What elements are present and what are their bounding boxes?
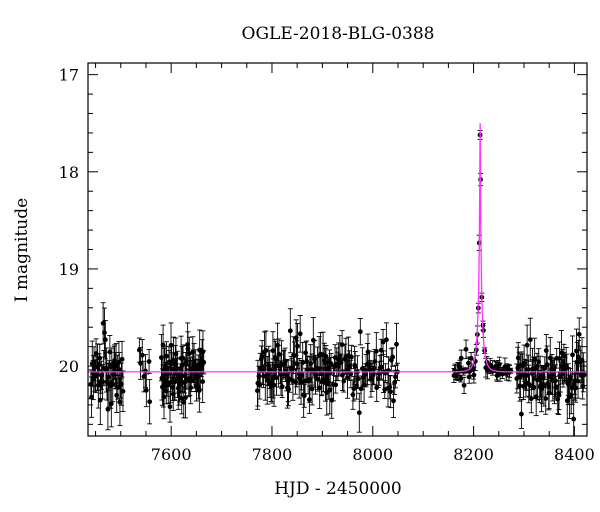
- data-point-378: [527, 373, 533, 397]
- x-tick-label-1: 7800: [252, 445, 293, 464]
- data-point-314: [463, 339, 469, 360]
- data-point-47: [120, 370, 126, 413]
- y-axis-label: I magnitude: [12, 198, 32, 302]
- data-point-50: [139, 339, 145, 372]
- data-point-444: [576, 317, 582, 352]
- y-tick-label-2: 19: [59, 260, 79, 279]
- data-point-40: [115, 375, 121, 400]
- data-point-157: [271, 363, 277, 407]
- data-point-367: [518, 399, 524, 429]
- data-point-25: [105, 388, 111, 431]
- data-point-285: [380, 328, 386, 356]
- data-point-293: [388, 375, 394, 409]
- data-point-204: [309, 372, 315, 406]
- x-axis-label: HJD - 2450000: [274, 479, 402, 499]
- data-point-312: [461, 376, 467, 394]
- data-point-261: [356, 392, 362, 433]
- model-curve: [88, 123, 587, 373]
- x-tick-label-3: 8200: [453, 445, 494, 464]
- data-point-309: [458, 349, 464, 367]
- data-point-299: [394, 322, 400, 366]
- x-tick-label-4: 8400: [554, 445, 595, 464]
- data-point-296: [391, 383, 397, 418]
- y-tick-label-3: 20: [59, 357, 79, 376]
- x-tick-label-0: 7600: [151, 445, 192, 464]
- data-points: [88, 129, 587, 436]
- data-point-298: [392, 365, 398, 389]
- y-tick-label-0: 17: [59, 66, 79, 85]
- data-point-379: [527, 317, 533, 362]
- data-point-289: [383, 322, 389, 358]
- data-point-435: [570, 335, 576, 375]
- data-point-232: [328, 352, 334, 375]
- axis-ticks: [88, 63, 587, 436]
- data-point-30: [108, 380, 114, 428]
- y-tick-label-1: 18: [59, 163, 79, 182]
- axis-tick-labels: 7600 7800 8000 8200 8400 17 18 19 20: [59, 66, 595, 464]
- data-point-243: [339, 330, 345, 360]
- data-point-262: [357, 318, 363, 346]
- data-point-436: [571, 397, 577, 436]
- data-point-233: [329, 381, 335, 419]
- data-point-356: [504, 363, 510, 373]
- data-point-97: [180, 344, 186, 373]
- data-point-55: [147, 379, 153, 425]
- data-point-370: [521, 372, 527, 400]
- data-point-257: [352, 351, 358, 383]
- chart-title: OGLE-2018-BLG-0388: [242, 24, 435, 44]
- x-tick-label-2: 8000: [352, 445, 393, 464]
- data-point-135: [201, 350, 207, 375]
- data-point-54: [146, 349, 152, 375]
- data-point-278: [373, 332, 379, 371]
- data-point-177: [287, 308, 293, 354]
- data-point-253: [348, 344, 354, 370]
- data-point-245: [341, 369, 347, 393]
- data-point-237: [333, 376, 339, 394]
- data-point-72: [167, 390, 173, 423]
- data-point-48: [136, 337, 142, 363]
- data-point-23: [103, 347, 109, 393]
- data-point-189: [297, 315, 303, 353]
- data-point-249: [344, 356, 350, 399]
- data-point-295: [390, 347, 396, 367]
- data-point-194: [301, 383, 307, 408]
